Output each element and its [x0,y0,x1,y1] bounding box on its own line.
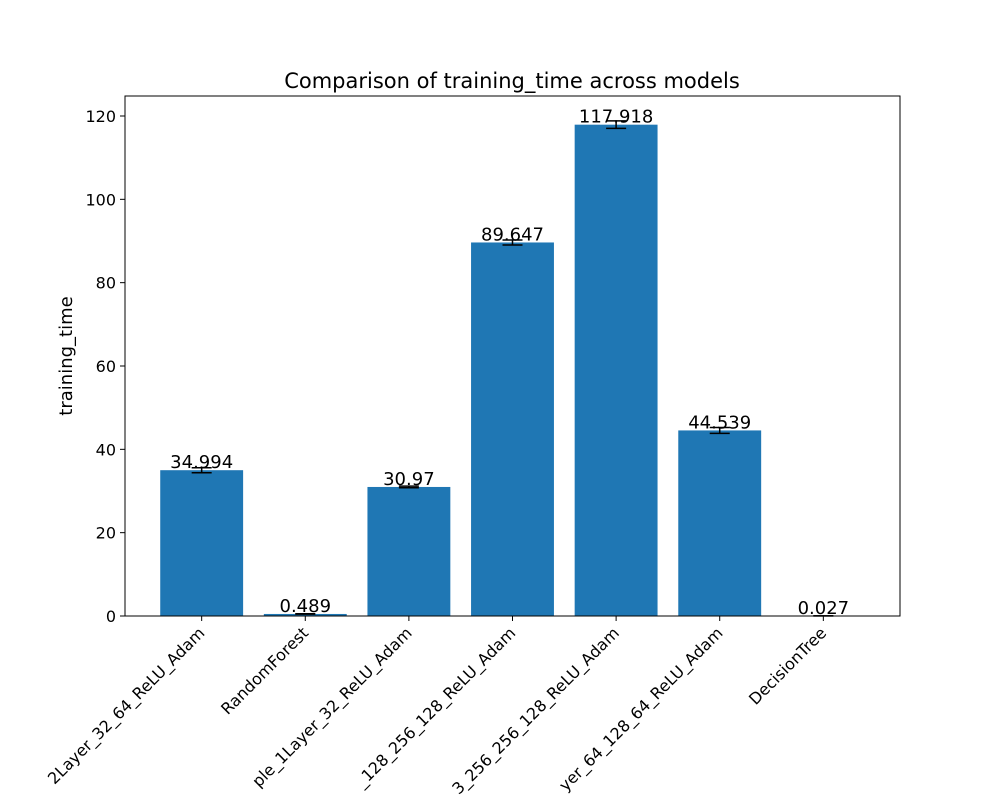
y-tick-label: 40 [96,440,116,459]
y-tick-label: 20 [96,524,116,543]
y-axis-label: training_time [56,296,77,415]
value-label: 44.539 [688,412,751,433]
x-tick-label: RandomForest [217,623,312,718]
x-tick-label: yer_64_128_64_ReLU_Adam [555,623,727,795]
bar [471,242,554,617]
value-label: 0.489 [280,596,332,617]
value-label: 117.918 [579,107,653,128]
y-tick-label: 120 [85,107,116,126]
x-tick-label: 2Layer_32_64_ReLU_Adam [44,623,209,788]
x-tick-label: DecisionTree [745,623,830,708]
bar [678,430,762,616]
plot-frame [124,95,901,617]
y-tick-label: 80 [96,274,116,293]
y-tick-label: 100 [85,190,116,209]
bar [574,124,658,617]
value-label: 89.647 [481,224,544,245]
value-label: 34.994 [170,452,233,473]
bar [263,613,347,616]
bar [160,470,244,616]
x-tick-label: 3_256_256_128_ReLU_Adam [448,623,623,798]
y-tick-label: 60 [96,357,116,376]
y-tick-label: 0 [106,607,116,626]
bar [367,486,451,616]
chart-title: Comparison of training_time across model… [284,69,740,94]
value-label: 0.027 [798,598,850,619]
value-label: 30.97 [383,469,435,490]
